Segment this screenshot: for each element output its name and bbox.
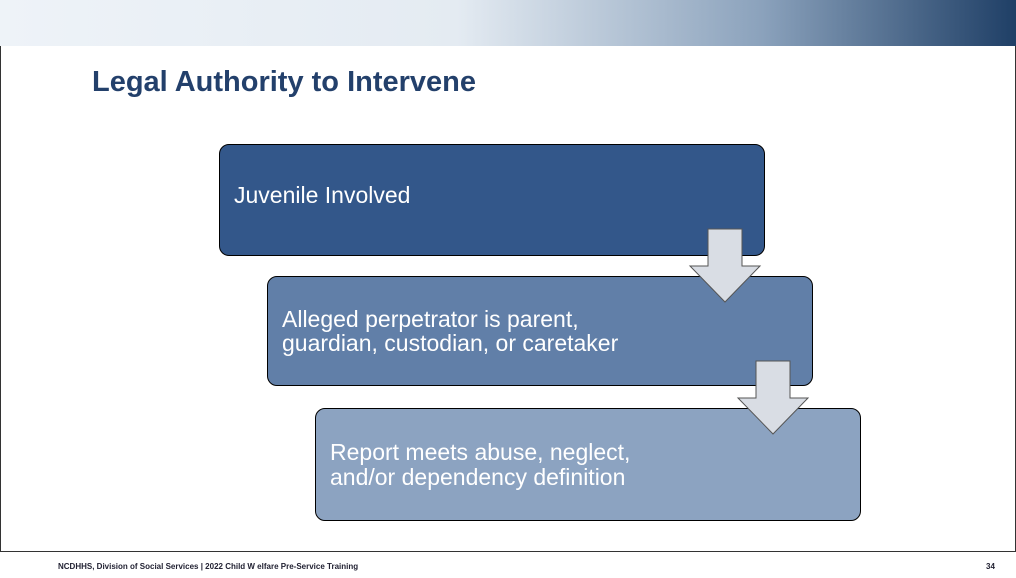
step-text: Alleged perpetrator is parent, guardian,…	[282, 305, 619, 356]
footer-text: NCDHHS, Division of Social Services | 20…	[58, 562, 359, 571]
arrow	[688, 228, 762, 303]
step-text: Report meets abuse, neglect, and/or depe…	[330, 439, 631, 490]
step-box: Juvenile Involved	[219, 144, 765, 256]
page-number: 34	[986, 562, 995, 571]
arrow	[736, 360, 810, 435]
title: Legal Authority to Intervene	[92, 66, 477, 98]
header-bar	[0, 0, 1016, 46]
step-text: Juvenile Involved	[234, 181, 411, 208]
